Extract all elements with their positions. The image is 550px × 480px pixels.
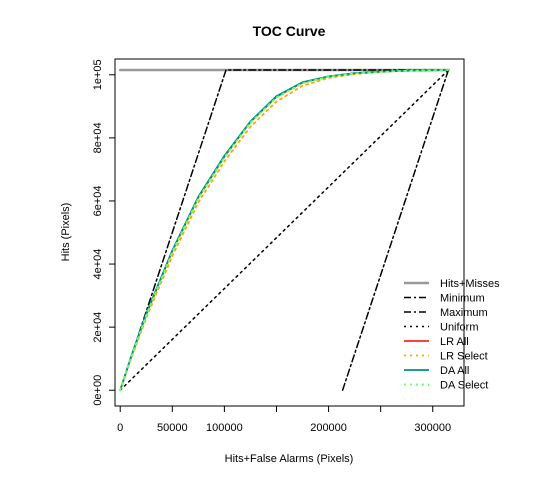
legend-label: DA All (440, 365, 469, 377)
y-tick-label: 0e+00 (92, 375, 104, 406)
y-axis-label: Hits (Pixels) (60, 203, 72, 262)
y-tick-label: 2e+04 (92, 312, 104, 343)
legend-label: LR Select (440, 351, 488, 363)
x-tick-label: 50000 (157, 422, 188, 434)
series-layer (118, 68, 450, 392)
legend-label: Hits+Misses (440, 278, 500, 290)
legend: Hits+Misses Minimum Maximum Uniform LR All LR… (404, 278, 500, 392)
y-tick-label: 1e+05 (92, 59, 104, 90)
x-axis: 0 50000 100000 200000 300000 (117, 406, 451, 434)
chart-title: TOC Curve (253, 23, 326, 39)
y-axis: 0e+00 2e+04 4e+04 6e+04 8e+04 1e+05 (92, 59, 115, 406)
series-line-maximum (119, 69, 450, 391)
y-tick-label: 6e+04 (92, 186, 104, 217)
x-tick-label: 200000 (310, 422, 347, 434)
legend-label: Uniform (440, 322, 479, 334)
series-line-uniform (119, 69, 450, 391)
x-tick-label: 100000 (206, 422, 243, 434)
legend-label: LR All (440, 336, 469, 348)
series-line-minimum (341, 69, 450, 391)
y-tick-label: 4e+04 (92, 249, 104, 280)
x-axis-label: Hits+False Alarms (Pixels) (225, 453, 354, 465)
legend-label: Minimum (440, 293, 485, 305)
legend-label: DA Select (440, 380, 488, 392)
series-line-da-select (119, 69, 450, 392)
plot-frame (114, 58, 465, 407)
y-tick-label: 8e+04 (92, 122, 104, 153)
series-line-lr-select (119, 69, 450, 392)
x-tick-label: 300000 (414, 422, 451, 434)
x-tick-label: 0 (117, 422, 123, 434)
legend-label: Maximum (440, 307, 488, 319)
